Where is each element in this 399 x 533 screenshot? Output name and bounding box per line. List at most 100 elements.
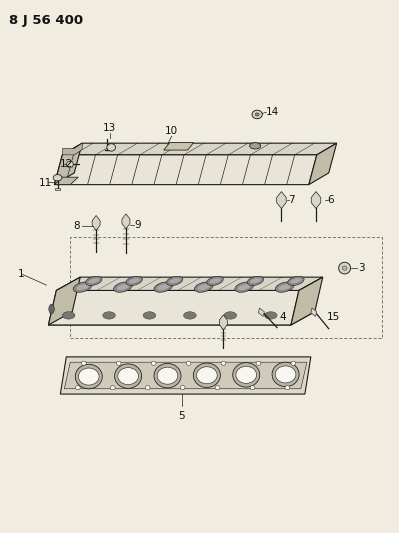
Text: 13: 13: [103, 123, 116, 133]
Text: 3: 3: [358, 263, 364, 273]
Ellipse shape: [272, 362, 299, 386]
Text: 5: 5: [178, 411, 185, 421]
Ellipse shape: [250, 278, 261, 284]
Polygon shape: [48, 290, 299, 325]
Ellipse shape: [250, 385, 255, 390]
Ellipse shape: [186, 361, 191, 366]
Polygon shape: [54, 155, 317, 184]
Ellipse shape: [118, 368, 138, 385]
Polygon shape: [277, 191, 286, 208]
Polygon shape: [62, 143, 82, 155]
Ellipse shape: [250, 143, 261, 149]
Polygon shape: [311, 308, 317, 317]
Ellipse shape: [145, 385, 150, 390]
Ellipse shape: [166, 276, 183, 286]
Ellipse shape: [107, 144, 116, 151]
Ellipse shape: [194, 363, 220, 387]
Ellipse shape: [126, 276, 142, 286]
Ellipse shape: [157, 284, 170, 290]
Ellipse shape: [236, 366, 257, 383]
Ellipse shape: [157, 367, 178, 384]
Polygon shape: [219, 315, 227, 330]
Ellipse shape: [88, 278, 99, 284]
Text: 11: 11: [38, 177, 52, 188]
Polygon shape: [258, 308, 264, 317]
Ellipse shape: [339, 262, 351, 274]
Ellipse shape: [233, 362, 260, 387]
Polygon shape: [56, 277, 323, 290]
Ellipse shape: [279, 284, 291, 290]
Ellipse shape: [198, 284, 210, 290]
Ellipse shape: [76, 284, 89, 290]
Ellipse shape: [154, 364, 181, 388]
Polygon shape: [66, 162, 73, 167]
Ellipse shape: [197, 367, 217, 384]
Ellipse shape: [151, 361, 156, 366]
Ellipse shape: [235, 282, 254, 292]
Text: 6: 6: [328, 195, 334, 205]
Ellipse shape: [247, 276, 264, 286]
Ellipse shape: [209, 278, 221, 284]
Polygon shape: [92, 215, 100, 230]
Ellipse shape: [79, 368, 99, 385]
Text: 10: 10: [165, 126, 178, 136]
Ellipse shape: [256, 361, 261, 366]
Polygon shape: [55, 188, 60, 190]
Ellipse shape: [221, 361, 226, 366]
Text: 4: 4: [279, 312, 286, 322]
Ellipse shape: [265, 312, 277, 319]
Polygon shape: [122, 214, 130, 229]
Ellipse shape: [117, 284, 129, 290]
Ellipse shape: [75, 385, 80, 390]
Polygon shape: [311, 191, 321, 208]
Ellipse shape: [53, 174, 62, 181]
Ellipse shape: [215, 385, 220, 390]
Ellipse shape: [290, 278, 301, 284]
Ellipse shape: [115, 364, 142, 389]
Ellipse shape: [291, 361, 296, 366]
Polygon shape: [291, 277, 323, 325]
Text: 14: 14: [266, 107, 280, 117]
Ellipse shape: [285, 385, 290, 390]
Ellipse shape: [224, 312, 237, 319]
Ellipse shape: [238, 284, 251, 290]
Ellipse shape: [169, 278, 180, 284]
Text: 9: 9: [134, 220, 140, 230]
Polygon shape: [48, 277, 80, 325]
Ellipse shape: [275, 282, 294, 292]
Ellipse shape: [288, 276, 304, 286]
Ellipse shape: [114, 282, 132, 292]
Polygon shape: [48, 312, 315, 325]
Ellipse shape: [207, 276, 223, 286]
Ellipse shape: [184, 312, 196, 319]
Polygon shape: [60, 357, 311, 394]
Ellipse shape: [143, 312, 156, 319]
Ellipse shape: [62, 312, 75, 319]
Polygon shape: [164, 143, 194, 150]
Ellipse shape: [103, 312, 115, 319]
Polygon shape: [54, 177, 78, 184]
Ellipse shape: [111, 385, 115, 390]
Ellipse shape: [117, 361, 121, 366]
Ellipse shape: [154, 282, 173, 292]
Ellipse shape: [129, 278, 140, 284]
Text: 7: 7: [288, 195, 295, 205]
Text: 8: 8: [73, 221, 80, 231]
Ellipse shape: [194, 282, 213, 292]
Ellipse shape: [275, 366, 296, 383]
Polygon shape: [309, 143, 337, 184]
Ellipse shape: [180, 385, 185, 390]
Ellipse shape: [252, 110, 262, 119]
Ellipse shape: [342, 266, 347, 270]
Polygon shape: [62, 143, 337, 155]
Ellipse shape: [75, 365, 102, 389]
Ellipse shape: [81, 361, 86, 366]
Ellipse shape: [85, 276, 102, 286]
Polygon shape: [64, 362, 307, 389]
Text: 1: 1: [18, 270, 24, 279]
Ellipse shape: [73, 282, 92, 292]
Text: 12: 12: [59, 159, 73, 169]
Polygon shape: [54, 143, 82, 184]
Text: 15: 15: [327, 312, 340, 322]
Text: 8 J 56 400: 8 J 56 400: [9, 14, 83, 27]
